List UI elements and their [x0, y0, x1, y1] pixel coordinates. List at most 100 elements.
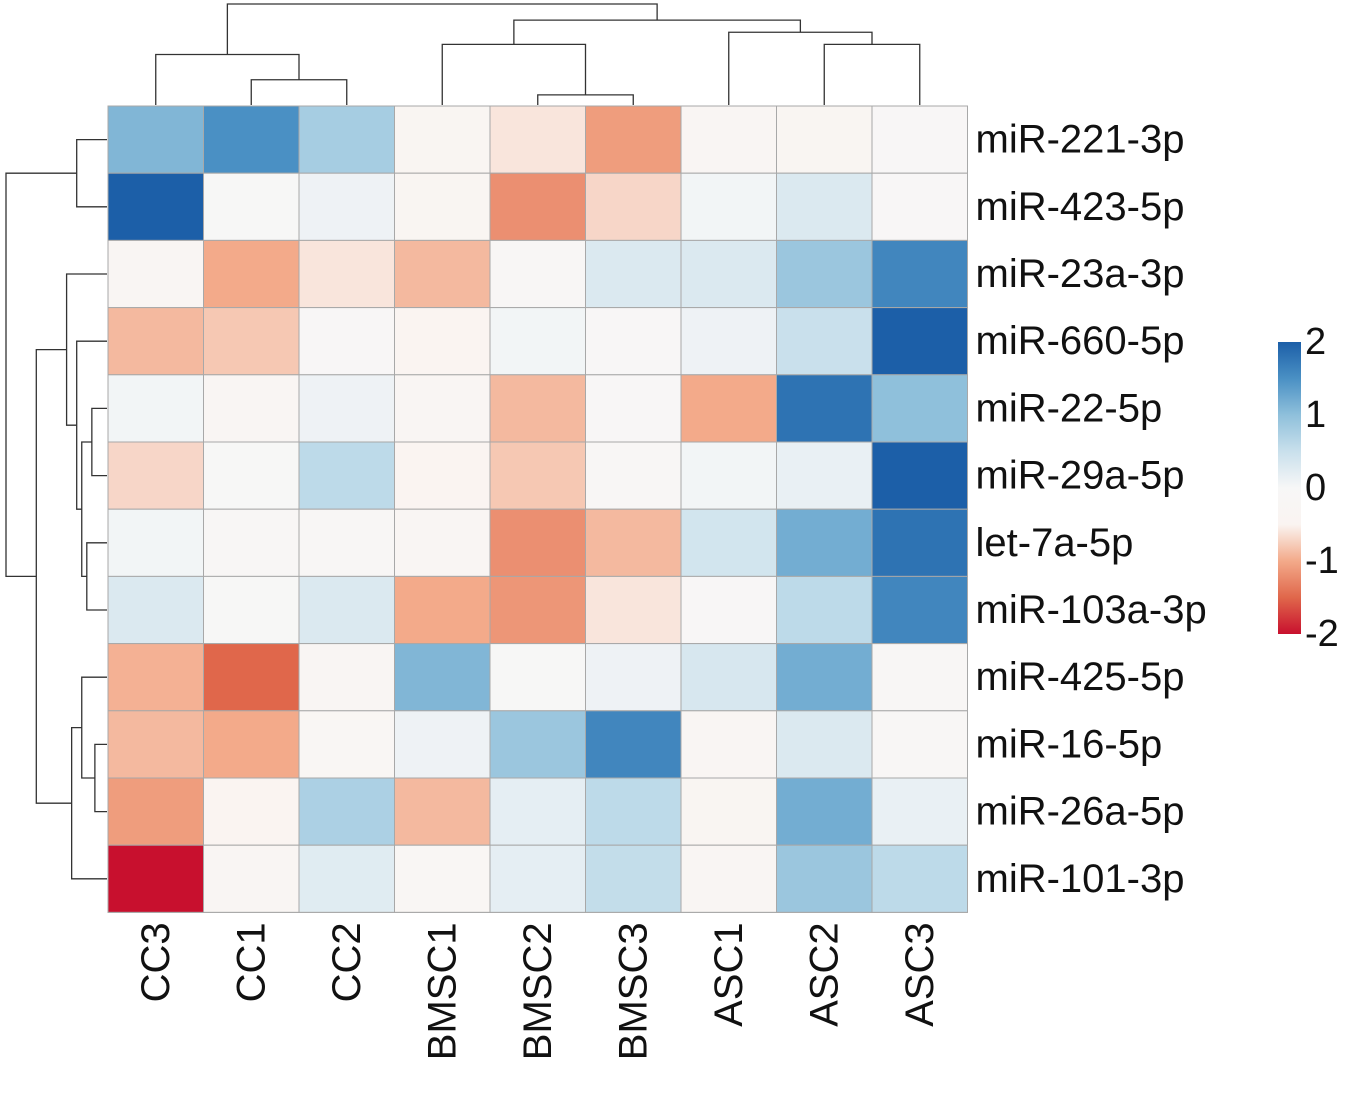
column-label: BMSC2 — [516, 922, 560, 1060]
heatmap-cell — [489, 239, 586, 309]
heatmap-cell — [394, 575, 491, 645]
heatmap-cell — [203, 172, 300, 241]
heatmap-cell — [871, 239, 968, 309]
heatmap-cell — [871, 441, 968, 510]
colorbar-tick-label: 1 — [1305, 394, 1326, 436]
heatmap-cell — [394, 374, 491, 443]
row-dendrogram-link — [71, 726, 107, 880]
color-legend: 2 1 0 -1 -2 — [1278, 321, 1339, 655]
heatmap-cell — [489, 508, 586, 577]
row-label: miR-103a-3p — [976, 588, 1207, 632]
column-label: ASC1 — [707, 922, 751, 1027]
heatmap-cell — [489, 844, 586, 913]
heatmap-cell — [489, 307, 586, 376]
heatmap-cell — [489, 172, 586, 241]
heatmap-cell — [585, 710, 682, 779]
heatmap-cell — [107, 643, 204, 712]
column-label: BMSC1 — [420, 922, 464, 1060]
heatmap-cell — [585, 777, 682, 846]
heatmap-cell — [203, 307, 300, 376]
heatmap-cell — [776, 710, 873, 779]
heatmap-cell — [585, 374, 682, 443]
column-label: ASC3 — [898, 922, 942, 1027]
heatmap-cell — [394, 508, 491, 577]
column-dendrogram-link — [250, 79, 348, 105]
row-dendrogram — [5, 138, 107, 880]
heatmap-cell — [489, 643, 586, 712]
heatmap-cell — [871, 172, 968, 241]
heatmap-cell — [776, 777, 873, 846]
heatmap-cell — [776, 441, 873, 510]
row-dendrogram-link — [5, 172, 77, 578]
row-dendrogram-link — [76, 138, 107, 208]
heatmap-cell — [776, 307, 873, 376]
heatmap-cell — [298, 105, 395, 174]
column-labels: CC3 CC1 CC2 BMSC1 BMSC2 BMSC3 ASC1 ASC2 ASC3 — [134, 922, 942, 1060]
heatmap-cell — [489, 105, 586, 174]
heatmap-cell — [680, 441, 777, 510]
heatmap-cell — [298, 441, 395, 510]
heatmap-cell — [394, 844, 491, 913]
heatmap-cell — [298, 374, 395, 443]
heatmap-cell — [776, 374, 873, 443]
row-labels: miR-221-3p miR-423-5p miR-23a-3p miR-660-5p… — [976, 118, 1207, 901]
heatmap-cell — [680, 307, 777, 376]
row-label: miR-221-3p — [976, 118, 1185, 162]
heatmap-cell — [394, 172, 491, 241]
heatmap-cell — [489, 441, 586, 510]
heatmap-cell — [776, 105, 873, 174]
colorbar-tick-label: 0 — [1305, 467, 1326, 509]
row-label: miR-23a-3p — [976, 252, 1185, 296]
heatmap-cell — [298, 643, 395, 712]
heatmap-cell — [298, 575, 395, 645]
column-dendrogram-link — [823, 43, 921, 105]
heatmap-cell — [107, 508, 204, 577]
heatmap-cell — [203, 441, 300, 510]
heatmap-cell — [107, 777, 204, 846]
heatmap-cell — [680, 374, 777, 443]
heatmap-cell — [298, 777, 395, 846]
row-label: let-7a-5p — [976, 521, 1134, 565]
heatmap-cell — [394, 777, 491, 846]
heatmap-cell — [489, 777, 586, 846]
column-label: ASC2 — [802, 922, 846, 1027]
row-label: miR-425-5p — [976, 655, 1185, 699]
heatmap-cell — [871, 374, 968, 443]
heatmap-cell — [871, 105, 968, 174]
heatmap-cell — [680, 710, 777, 779]
heatmap-cell — [298, 844, 395, 913]
heatmap-cell — [680, 508, 777, 577]
heatmap-cell — [776, 172, 873, 241]
column-dendrogram-link — [226, 3, 658, 55]
column-label: CC1 — [229, 922, 273, 1002]
heatmap-cell — [680, 575, 777, 645]
heatmap-cell — [203, 844, 300, 913]
heatmap-cell — [298, 710, 395, 779]
heatmap-cell — [203, 710, 300, 779]
heatmap-cell — [203, 105, 300, 174]
heatmap-cell — [776, 643, 873, 712]
heatmap-border — [107, 105, 968, 913]
heatmap-cell — [394, 307, 491, 376]
heatmap-cell — [394, 710, 491, 779]
row-label: miR-101-3p — [976, 857, 1185, 901]
heatmap-cell — [585, 844, 682, 913]
colorbar-tick-label: -1 — [1305, 540, 1339, 582]
column-dendrogram — [155, 3, 921, 105]
row-label: miR-16-5p — [976, 722, 1163, 766]
column-label: BMSC3 — [611, 922, 655, 1060]
column-label: CC3 — [134, 922, 178, 1002]
heatmap-cell — [107, 307, 204, 376]
heatmap-cell — [298, 508, 395, 577]
heatmap-cell — [394, 441, 491, 510]
row-label: miR-29a-5p — [976, 454, 1185, 498]
heatmap-cell — [871, 777, 968, 846]
row-label: miR-660-5p — [976, 319, 1185, 363]
heatmap-cell — [107, 441, 204, 510]
colorbar-tick-label: 2 — [1305, 321, 1326, 363]
heatmap-cell — [107, 710, 204, 779]
heatmap-cell — [871, 643, 968, 712]
heatmap-cell — [394, 105, 491, 174]
